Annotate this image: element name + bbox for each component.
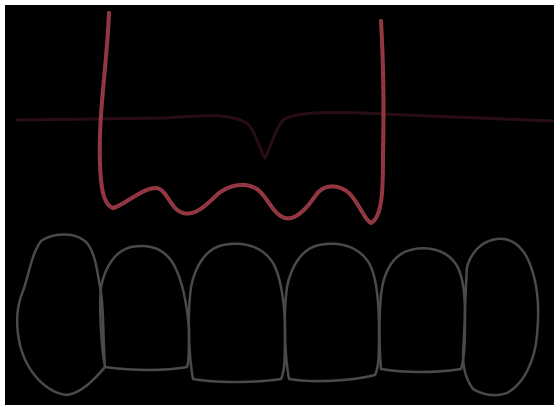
gum-contour-line-accent (98, 12, 385, 224)
tooth-outline-1 (15, 233, 107, 397)
diagram-canvas (5, 5, 554, 405)
horizontal-reference-line (15, 110, 554, 161)
dental-diagram (5, 5, 554, 405)
tooth-outlines (15, 233, 540, 397)
diagram-background (5, 5, 554, 405)
tooth-outline-6 (461, 237, 540, 397)
